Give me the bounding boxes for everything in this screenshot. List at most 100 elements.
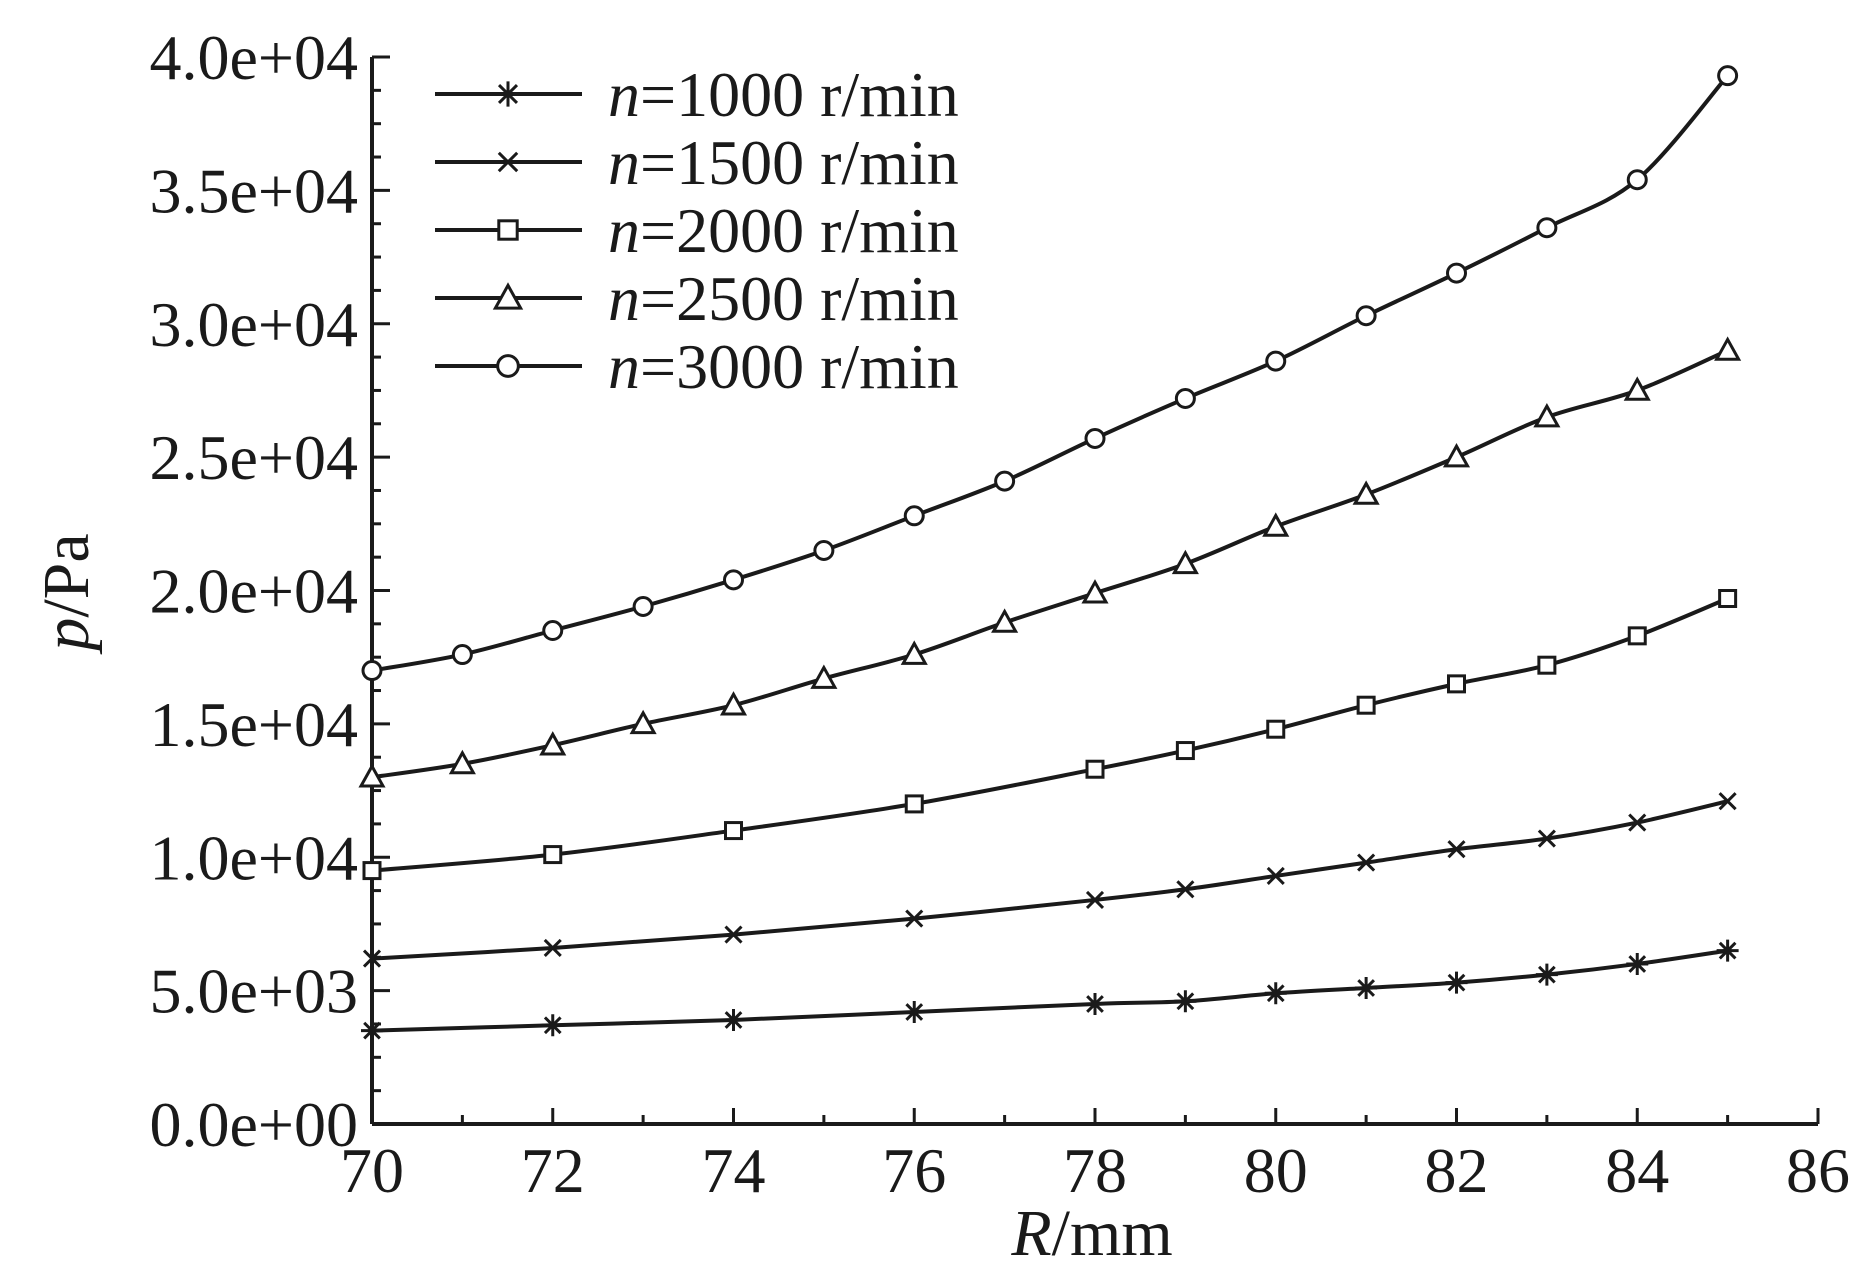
data-point [904, 794, 924, 814]
data-point [1447, 840, 1466, 859]
legend-marker [497, 151, 519, 173]
legend-label-text: =2000 r/min [640, 195, 959, 266]
data-point [361, 660, 383, 682]
data-point [1718, 792, 1737, 811]
data-point [1627, 626, 1647, 646]
legend-label-text: =2500 r/min [640, 263, 959, 334]
data-point [448, 749, 476, 775]
data-point [1356, 695, 1376, 715]
data-point [1626, 952, 1649, 975]
data-point [991, 608, 1019, 633]
data-point [1446, 262, 1467, 284]
legend-label-var: n [608, 127, 640, 198]
data-point [629, 709, 657, 735]
x-axis-ticks: 70 72 74 76 78 80 82 84 86 [340, 1108, 1850, 1206]
data-point [1174, 387, 1196, 409]
y-tick-label: 2.0e+04 [150, 556, 359, 627]
series-line [371, 74, 1730, 673]
data-point [539, 731, 567, 756]
legend-marker [492, 282, 524, 310]
legend-label: n=2500 r/min [608, 263, 959, 334]
data-point [1174, 990, 1197, 1013]
series-4 [358, 336, 1742, 788]
legend-label: n=3000 r/min [608, 331, 959, 402]
y-tick-label: 0.0e+00 [150, 1089, 359, 1160]
data-point [1171, 549, 1199, 575]
legend-label-var: n [608, 263, 640, 334]
data-point [1536, 217, 1558, 239]
series-line [371, 348, 1729, 780]
data-point [724, 925, 743, 944]
x-axis-label-var: R [1010, 1197, 1051, 1270]
data-point [905, 909, 924, 928]
legend-label: n=1500 r/min [608, 127, 959, 198]
data-point [358, 763, 386, 788]
x-tick-label: 80 [1244, 1135, 1308, 1206]
data-point [724, 821, 743, 841]
data-point [1264, 982, 1287, 1005]
data-point [1628, 813, 1647, 832]
data-point [900, 640, 928, 665]
series-3 [362, 589, 1738, 881]
data-point [1355, 976, 1378, 999]
x-axis-label: R/mm [1010, 1197, 1172, 1270]
data-point [1357, 853, 1376, 872]
data-point [1718, 589, 1738, 609]
series-5 [361, 65, 1739, 682]
data-point [1445, 971, 1468, 994]
series-1 [361, 939, 1739, 1042]
series-2 [362, 792, 1737, 968]
y-axis-label-var: p [30, 618, 103, 655]
legend-label-var: n [608, 331, 640, 402]
data-point [542, 620, 564, 642]
data-point [813, 539, 835, 561]
y-axis-label: p/Pa [30, 533, 103, 654]
x-tick-label: 78 [1063, 1135, 1127, 1206]
data-point [903, 505, 925, 527]
legend-item: n=1500 r/min [435, 127, 959, 198]
data-point [903, 1000, 926, 1023]
legend-label-var: n [608, 195, 640, 266]
legend-item: n=3000 r/min [435, 331, 959, 402]
data-point [1716, 939, 1739, 962]
data-point [632, 596, 654, 618]
legend-marker [497, 219, 519, 241]
x-tick-label: 82 [1425, 1135, 1489, 1206]
data-point [1714, 336, 1742, 361]
data-point [541, 1014, 564, 1037]
data-point [1355, 305, 1377, 327]
legend-label: n=1000 r/min [608, 59, 959, 130]
data-point [723, 569, 744, 591]
data-point [1447, 674, 1466, 694]
legend-label: n=2000 r/min [608, 195, 959, 266]
y-tick-label: 3.0e+04 [150, 289, 359, 360]
data-point [1442, 443, 1471, 468]
data-point [543, 938, 562, 958]
data-point [810, 664, 838, 689]
x-tick-label: 72 [521, 1135, 585, 1206]
data-point [1265, 350, 1287, 372]
data-point [1084, 427, 1106, 449]
y-tick-label: 2.5e+04 [150, 422, 359, 493]
data-point [1262, 512, 1290, 537]
series-line [371, 799, 1729, 961]
x-tick-label: 70 [340, 1135, 404, 1206]
x-tick-label: 74 [702, 1135, 766, 1206]
data-point [1266, 866, 1285, 885]
y-axis-ticks: 0.0e+00 5.0e+03 1.0e+04 1.5e+04 2.0e+04 2.5e+… [150, 22, 390, 1160]
legend-label-text: =1500 r/min [640, 127, 959, 198]
legend-item: n=1000 r/min [435, 59, 959, 130]
data-point [719, 691, 748, 716]
data-point [1175, 741, 1195, 761]
data-point [1081, 579, 1109, 604]
data-point [722, 1008, 745, 1031]
x-tick-label: 86 [1786, 1135, 1850, 1206]
data-point [1266, 719, 1286, 739]
data-point [1717, 65, 1739, 87]
series-layer [358, 65, 1742, 1042]
data-point [1537, 829, 1556, 848]
data-point [1533, 403, 1561, 428]
y-tick-label: 1.5e+04 [150, 689, 359, 760]
data-point [1535, 963, 1558, 986]
y-axis-label-unit: /Pa [30, 533, 103, 617]
